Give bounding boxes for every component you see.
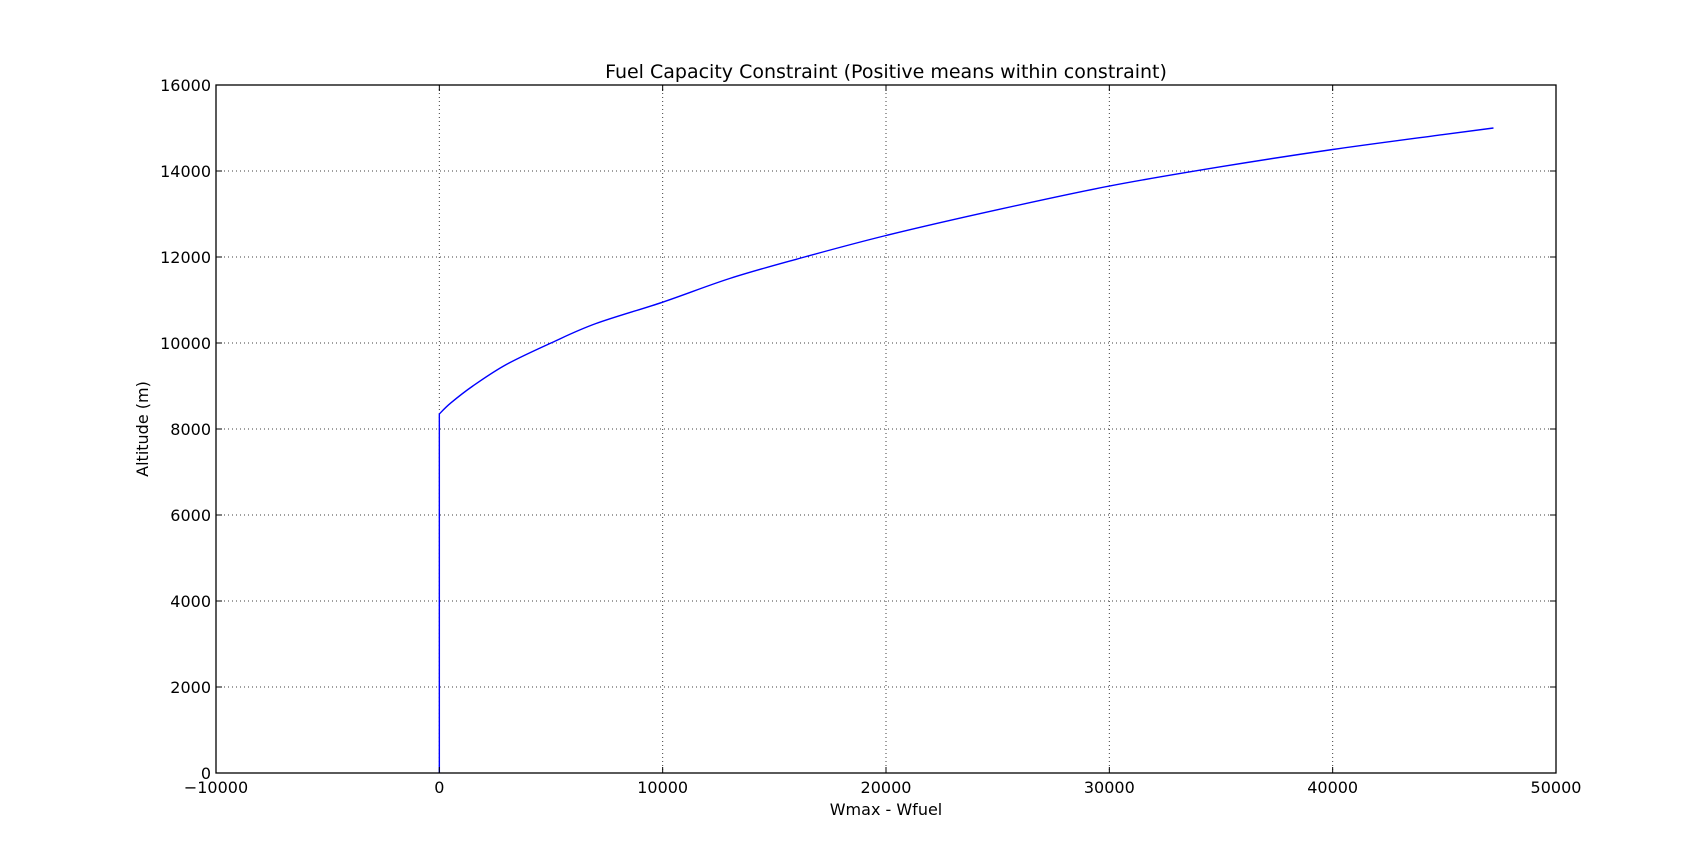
y-tick-label: 0 [201, 764, 211, 783]
tick-layer: −10000 0 10000 20000 30000 40000 5000002000400… [160, 76, 1581, 797]
y-tick-label: 6000 [170, 506, 211, 525]
x-tick-label: 40000 [1307, 778, 1358, 797]
y-tick-label: 16000 [160, 76, 211, 95]
x-tick-label: 30000 [1084, 778, 1135, 797]
y-tick-label: 2000 [170, 678, 211, 697]
y-tick-label: 12000 [160, 248, 211, 267]
x-tick-label: 0 [434, 778, 444, 797]
y-tick-label: 10000 [160, 334, 211, 353]
y-axis-label: Altitude (m) [133, 381, 152, 477]
x-axis-label: Wmax - Wfuel [830, 800, 943, 819]
grid-layer [216, 85, 1556, 773]
x-tick-label: 50000 [1531, 778, 1582, 797]
series-line [438, 127, 1494, 773]
y-tick-label: 4000 [170, 592, 211, 611]
x-tick-label: 10000 [637, 778, 688, 797]
x-tick-label: −10000 [184, 778, 248, 797]
chart-title: Fuel Capacity Constraint (Positive means… [605, 61, 1167, 83]
y-tick-label: 14000 [160, 162, 211, 181]
series-layer [438, 127, 1494, 773]
y-tick-label: 8000 [170, 420, 211, 439]
x-tick-label: 20000 [861, 778, 912, 797]
